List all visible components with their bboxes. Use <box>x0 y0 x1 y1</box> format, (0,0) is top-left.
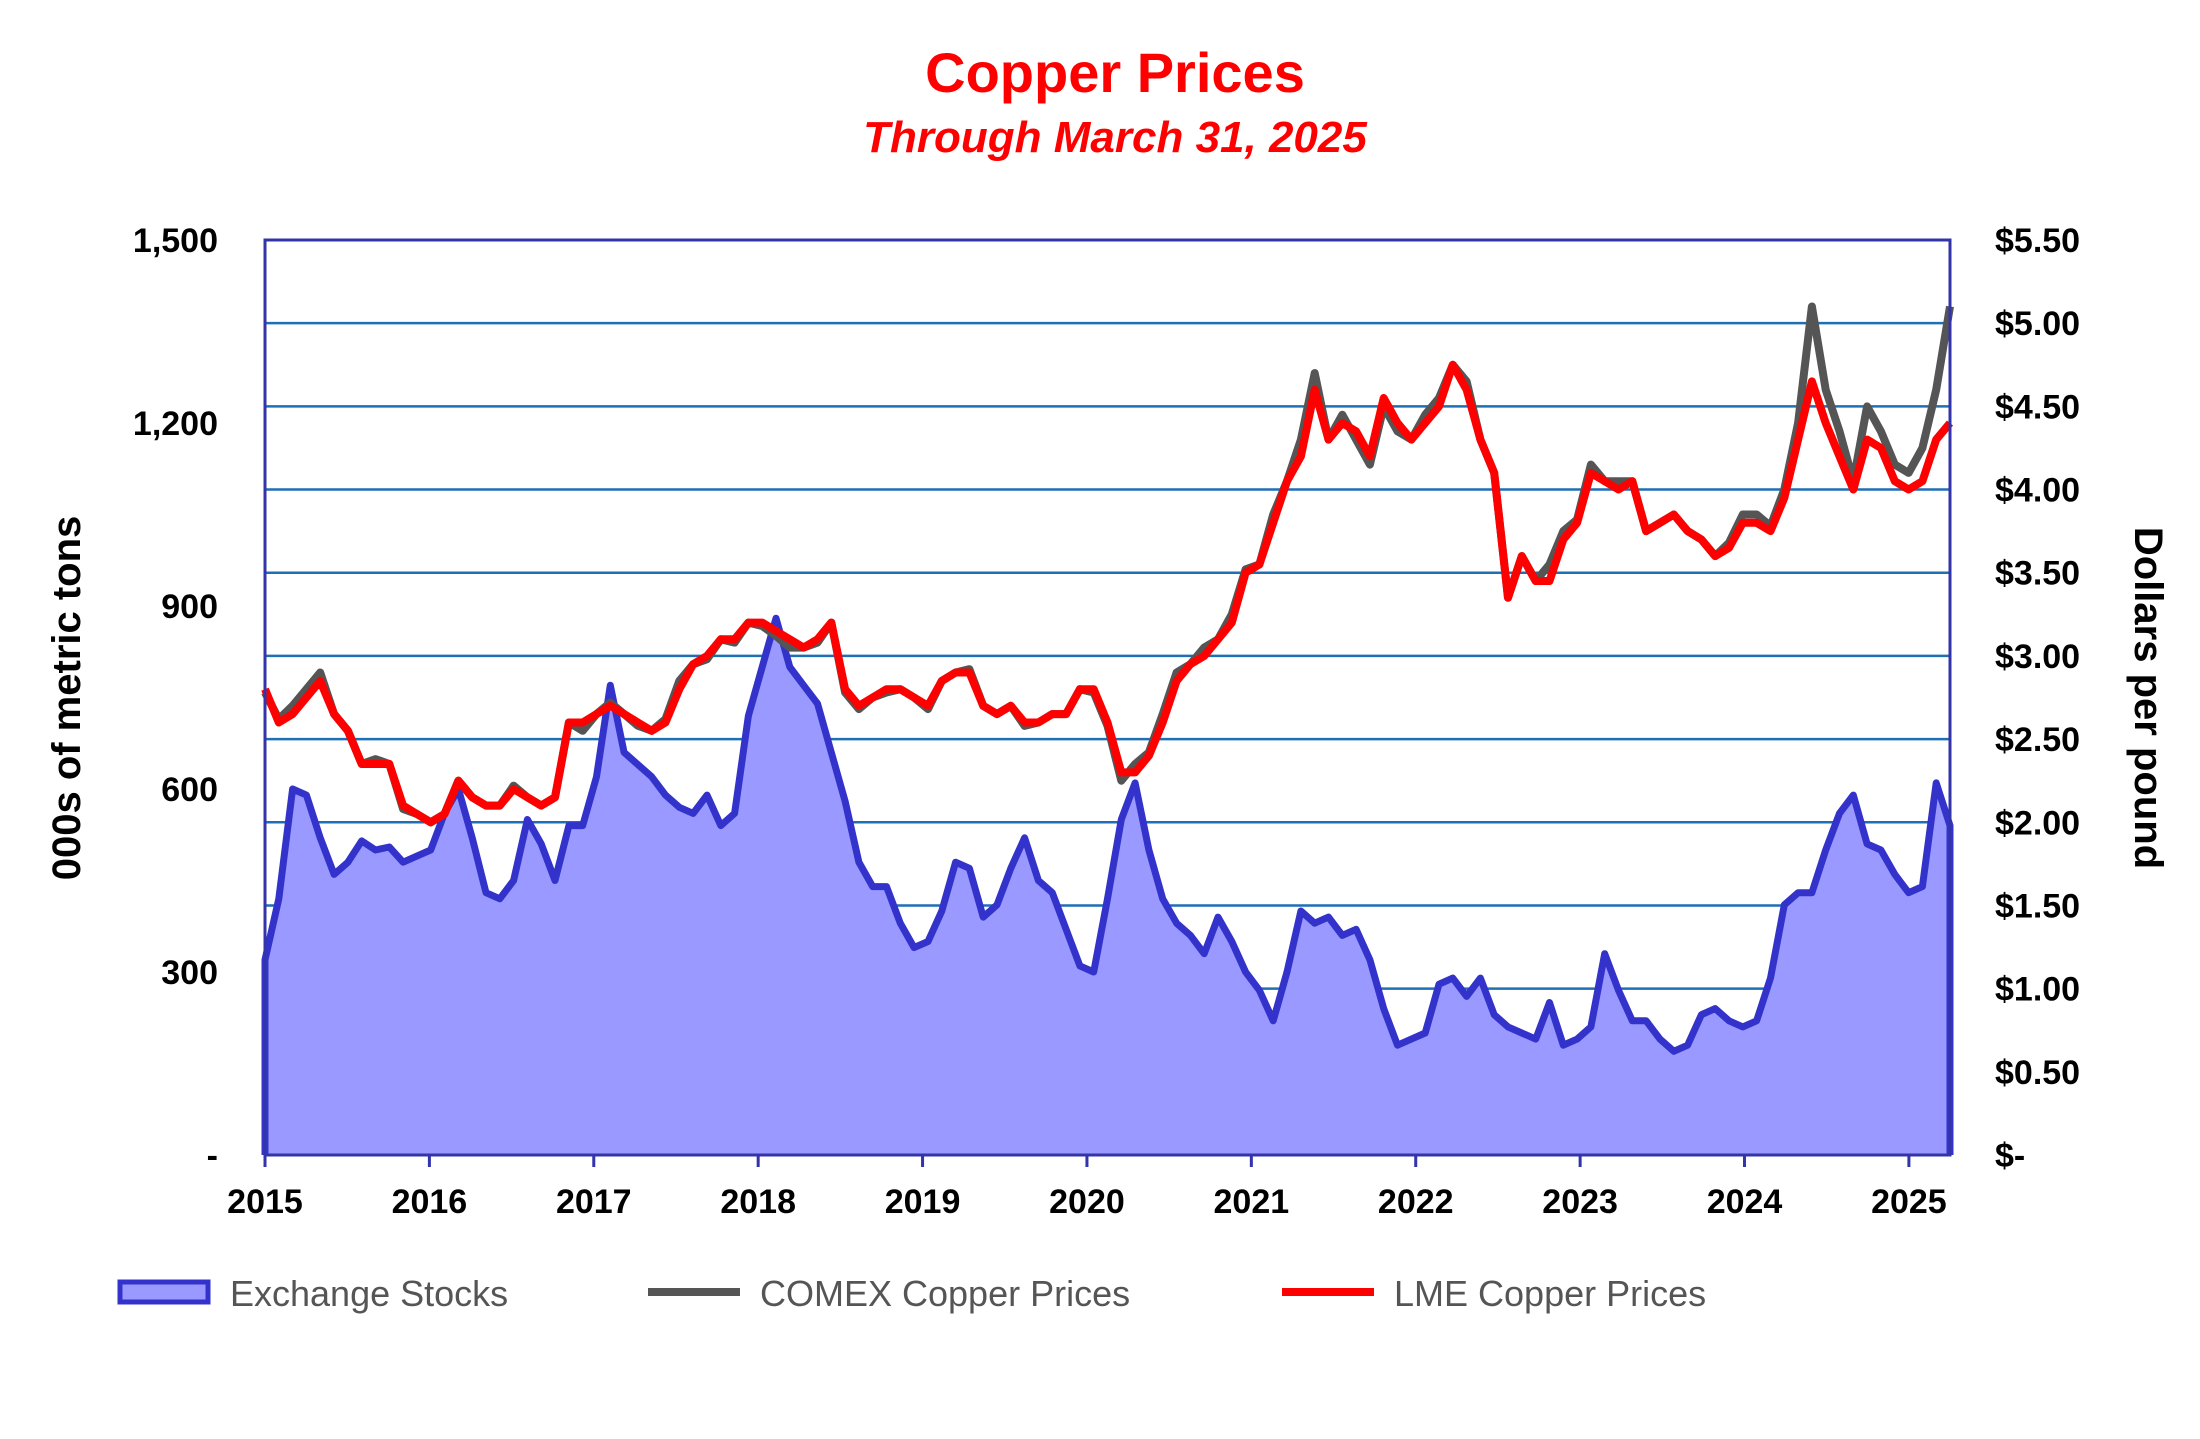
legend-label: LME Copper Prices <box>1394 1273 1706 1314</box>
right-tick-label: $4.00 <box>1995 472 2080 510</box>
plot-frame <box>263 238 1952 1157</box>
x-tick-label: 2024 <box>1707 1183 1783 1221</box>
right-tick-label: $5.50 <box>1995 222 2080 260</box>
right-tick-label: $5.00 <box>1995 305 2080 343</box>
price-lines-layer <box>261 302 1954 827</box>
right-tick-label: $3.50 <box>1995 555 2080 593</box>
right-tick-label: $3.00 <box>1995 638 2080 676</box>
legend-item-exchange-stocks: Exchange Stocks <box>117 1273 508 1314</box>
right-axis-label: Dollars per pound <box>2126 527 2170 869</box>
chart-title: Copper Prices <box>925 41 1305 104</box>
right-tick-label: $0.50 <box>1995 1054 2080 1092</box>
chart-subtitle: Through March 31, 2025 <box>863 113 1367 162</box>
x-tick-label: 2015 <box>227 1183 303 1221</box>
x-tick-label: 2021 <box>1214 1183 1290 1221</box>
right-tick-label: $1.00 <box>1995 971 2080 1009</box>
legend-label: Exchange Stocks <box>230 1273 508 1314</box>
right-tick-label: $2.00 <box>1995 804 2080 842</box>
x-tick-label: 2023 <box>1542 1183 1618 1221</box>
right-tick-label: $- <box>1995 1137 2025 1175</box>
x-tick-label: 2025 <box>1871 1183 1947 1221</box>
left-y-axis: - 300 600 900 1,200 1,500 <box>133 222 218 1175</box>
legend-label: COMEX Copper Prices <box>760 1273 1130 1314</box>
x-tick-label: 2017 <box>556 1183 632 1221</box>
legend-swatch-area <box>117 1279 211 1305</box>
left-tick-label: 900 <box>161 588 218 626</box>
legend-item-comex: COMEX Copper Prices <box>648 1273 1130 1314</box>
left-tick-label: - <box>207 1137 218 1175</box>
x-tick-label: 2018 <box>720 1183 796 1221</box>
stocks-area-fill <box>265 618 1950 1155</box>
stocks-area-layer <box>261 614 1954 1155</box>
comex-price-line <box>261 302 1954 827</box>
stocks-line <box>261 614 1954 1155</box>
right-tick-label: $2.50 <box>1995 721 2080 759</box>
left-tick-label: 600 <box>161 771 218 809</box>
left-tick-label: 300 <box>161 954 218 992</box>
right-tick-label: $4.50 <box>1995 388 2080 426</box>
right-y-axis: $- $0.50 $1.00 $1.50 $2.00 $2.50 $3.00 $3.50 $4.… <box>1995 222 2080 1175</box>
x-tick-label: 2022 <box>1378 1183 1454 1221</box>
x-tick-label: 2016 <box>392 1183 468 1221</box>
left-tick-label: 1,200 <box>133 405 218 443</box>
x-tick-label: 2020 <box>1049 1183 1125 1221</box>
legend-item-lme: LME Copper Prices <box>1282 1273 1706 1314</box>
right-tick-label: $1.50 <box>1995 887 2080 925</box>
x-tick-label: 2019 <box>885 1183 961 1221</box>
x-axis: 2015 2016 2017 2018 2019 2020 2021 2022 2023 2024… <box>227 1155 1947 1221</box>
left-tick-label: 1,500 <box>133 222 218 260</box>
legend: Exchange Stocks COMEX Copper Prices LME … <box>117 1273 1706 1314</box>
lme-price-line <box>261 360 1954 827</box>
left-axis-label: 000s of metric tons <box>45 516 89 881</box>
